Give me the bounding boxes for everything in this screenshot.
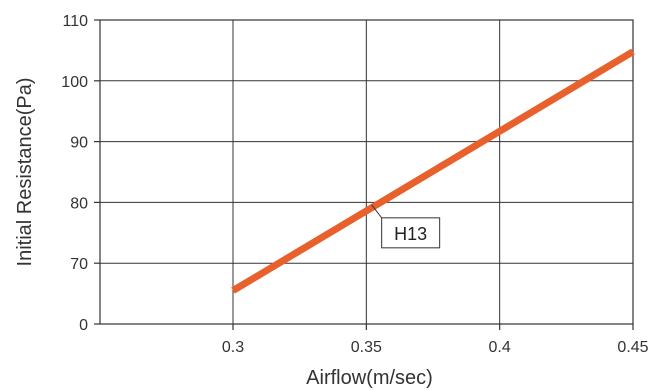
y-tick-label: 80	[70, 195, 88, 212]
y-axis-title: Initial Resistance(Pa)	[14, 78, 36, 267]
x-axis-title: Airflow(m/sec)	[306, 367, 433, 389]
x-tick-label: 0.3	[222, 339, 244, 356]
y-tick-label: 90	[70, 135, 88, 152]
annotation-layer: H13	[371, 204, 441, 249]
grid	[100, 20, 634, 324]
callout-box	[381, 217, 441, 249]
y-axis-ticks: 0 70 80 90 100 110	[61, 13, 100, 334]
x-tick-label: 0.35	[351, 339, 382, 356]
callout-leader-line	[371, 204, 383, 219]
y-tick-label: 110	[62, 13, 88, 30]
y-tick-label: 100	[61, 74, 88, 91]
y-tick-label: 70	[70, 256, 88, 273]
x-axis-ticks: 0.3 0.35 0.4 0.45	[222, 324, 649, 356]
x-tick-label: 0.4	[489, 339, 511, 356]
series-line-h13	[231, 48, 635, 294]
series-layer	[231, 48, 635, 294]
x-tick-label: 0.45	[617, 339, 648, 356]
y-tick-label: 0	[79, 317, 88, 334]
callout-label: H13	[394, 224, 427, 244]
